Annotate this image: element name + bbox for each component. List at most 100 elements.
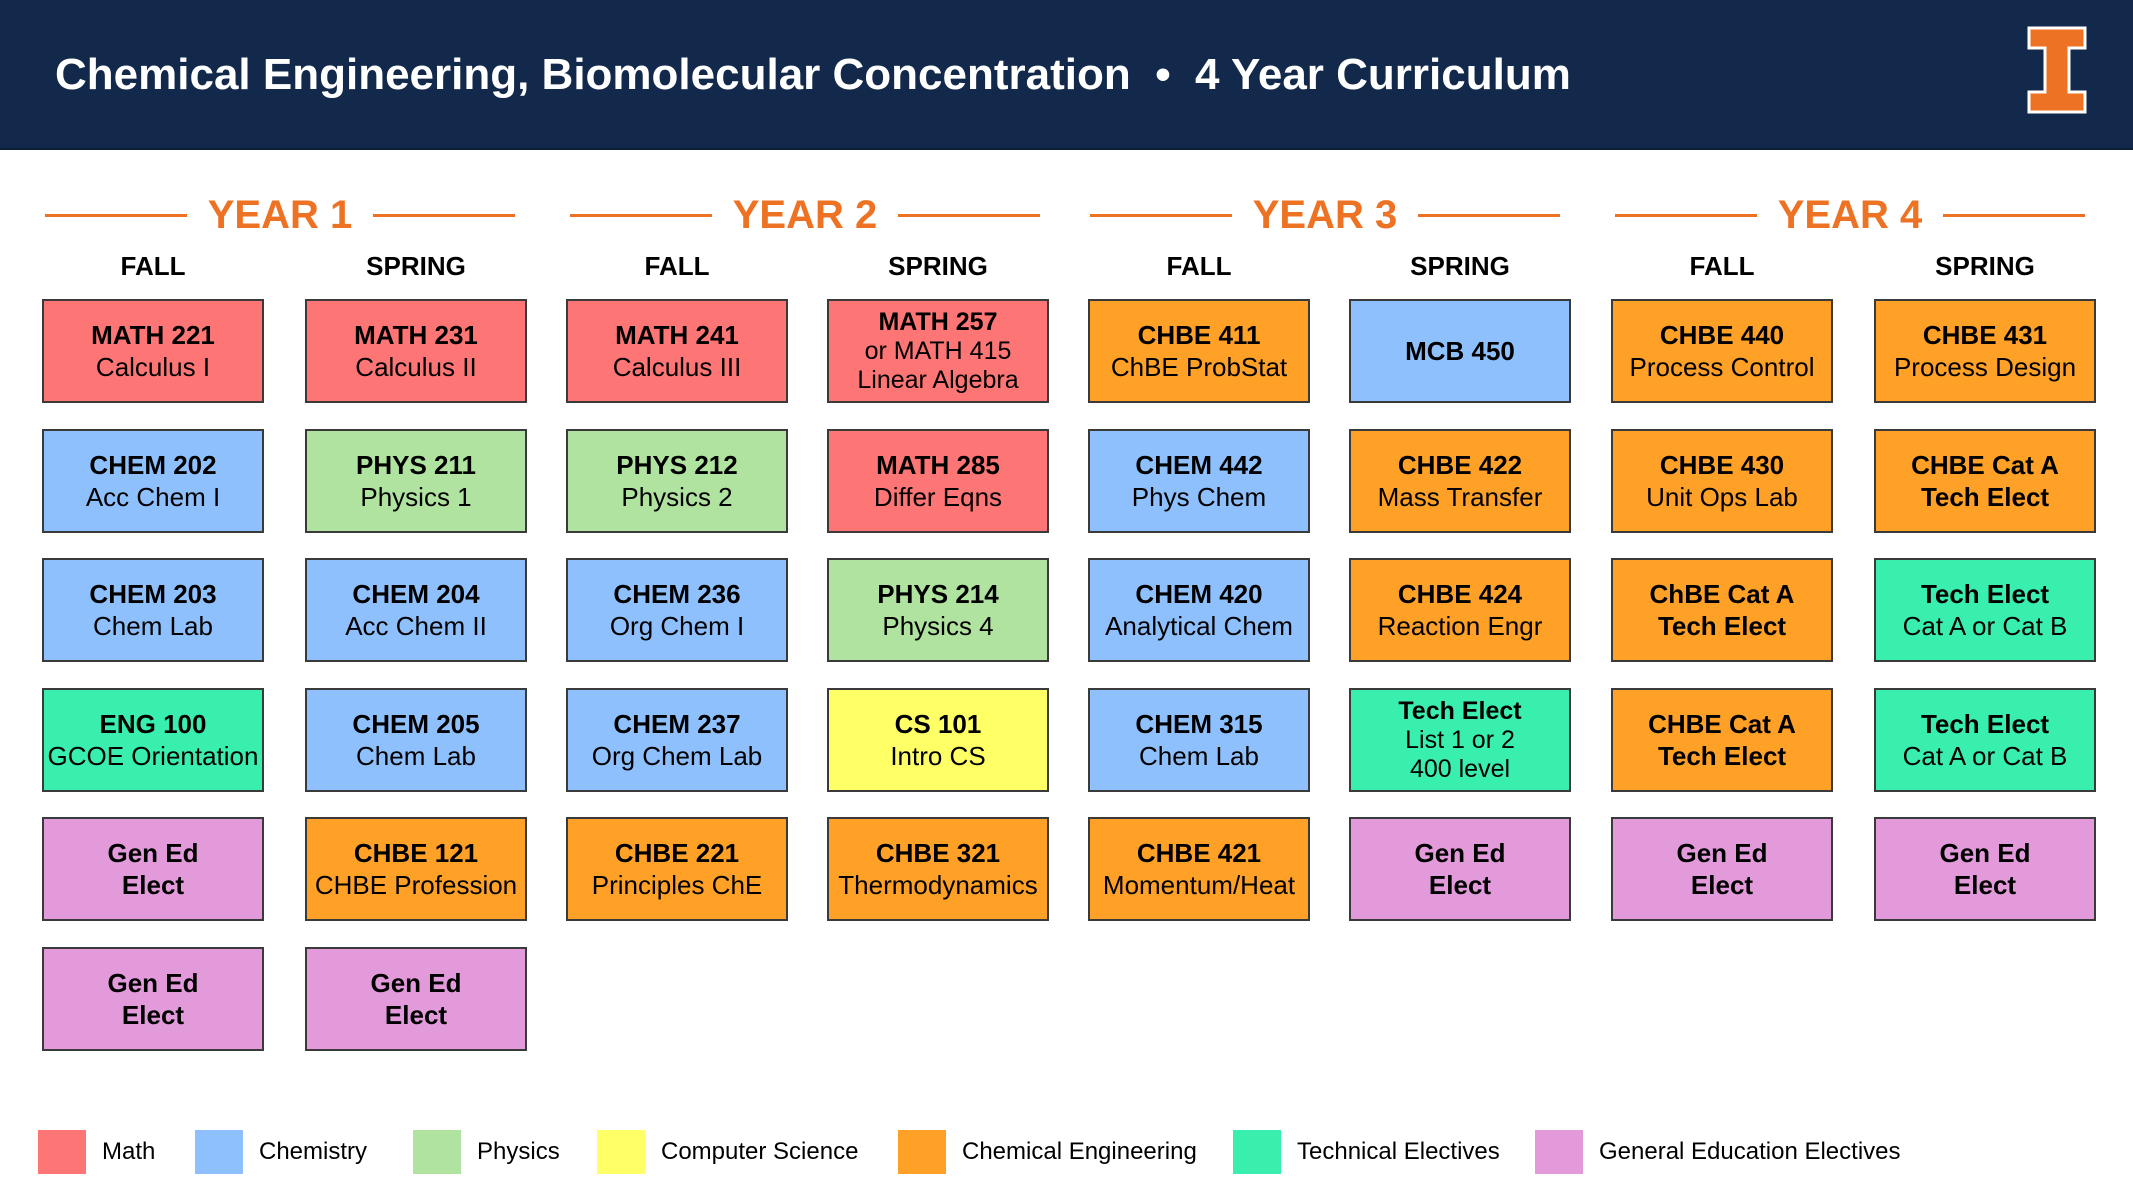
course-code: CS 101 — [894, 709, 982, 739]
course-title: Calculus I — [95, 352, 211, 382]
course-title: Org Chem I — [609, 611, 745, 641]
year-divider-line — [898, 214, 1040, 217]
course-title: Momentum/Heat — [1102, 870, 1296, 900]
course-box: MATH 285 Differ Eqns — [827, 429, 1049, 533]
course-box: MCB 450 — [1349, 299, 1571, 403]
course-box: Tech Elect Cat A or Cat B — [1874, 558, 2096, 662]
course-title: Elect — [121, 870, 185, 900]
course-code: CHBE Cat A — [1911, 450, 2059, 480]
course-title: GCOE Orientation — [47, 741, 259, 771]
course-title: Elect — [1953, 870, 2017, 900]
course-code: Gen Ed — [1676, 838, 1768, 868]
course-code: CHEM 442 — [1135, 450, 1263, 480]
course-box: Gen Ed Elect — [1349, 817, 1571, 921]
course-title: Acc Chem II — [345, 611, 487, 641]
course-code: CHBE 221 — [614, 838, 740, 868]
course-title: Phys Chem — [1131, 482, 1267, 512]
course-code: CHEM 202 — [89, 450, 217, 480]
course-code: CHEM 420 — [1135, 579, 1263, 609]
course-code: Tech Elect — [1398, 696, 1522, 725]
course-title: Tech Elect — [1657, 741, 1787, 771]
course-title: Linear Algebra — [857, 365, 1019, 394]
course-box: Gen Ed Elect — [42, 817, 264, 921]
course-box: CHBE 321 Thermodynamics — [827, 817, 1049, 921]
page-title: Chemical Engineering, Biomolecular Conce… — [55, 50, 1571, 99]
legend-label: Physics — [477, 1138, 560, 1165]
course-code: CHBE 422 — [1397, 450, 1523, 480]
course-code: Tech Elect — [1920, 579, 2050, 609]
legend-swatch — [898, 1130, 946, 1174]
course-code: Gen Ed — [1414, 838, 1506, 868]
course-box: CHEM 203 Chem Lab — [42, 558, 264, 662]
year-divider-line — [45, 214, 187, 217]
legend-label: Chemical Engineering — [962, 1138, 1197, 1165]
year-heading: YEAR 2 — [570, 190, 1040, 240]
course-title: or MATH 415 — [864, 336, 1012, 365]
course-code: MATH 285 — [876, 450, 1000, 480]
course-code: Gen Ed — [107, 838, 199, 868]
course-code: CHEM 237 — [613, 709, 741, 739]
semester-label: FALL — [120, 251, 186, 281]
course-code: Gen Ed — [370, 968, 462, 998]
legend-label: General Education Electives — [1599, 1138, 1901, 1165]
illinois-logo-icon — [2027, 26, 2087, 114]
course-code: CHEM 204 — [352, 579, 480, 609]
course-box: Gen Ed Elect — [42, 947, 264, 1051]
course-title: Physics 2 — [621, 482, 733, 512]
course-code: Gen Ed — [1939, 838, 2031, 868]
course-code: MATH 241 — [615, 320, 739, 350]
course-title: Chem Lab — [1139, 741, 1259, 771]
course-title: Process Control — [1629, 352, 1815, 382]
year-label: YEAR 1 — [207, 193, 353, 237]
course-box: CHEM 315 Chem Lab — [1088, 688, 1310, 792]
course-code: CHBE Cat A — [1648, 709, 1796, 739]
course-box: MATH 257 or MATH 415 Linear Algebra — [827, 299, 1049, 403]
legend-label: Technical Electives — [1297, 1138, 1500, 1165]
legend-swatch — [413, 1130, 461, 1174]
course-title: Unit Ops Lab — [1646, 482, 1798, 512]
course-code: Gen Ed — [107, 968, 199, 998]
legend-swatch — [1535, 1130, 1583, 1174]
course-code: PHYS 212 — [616, 450, 738, 480]
course-code: CHEM 205 — [352, 709, 480, 739]
course-box: CHBE 221 Principles ChE — [566, 817, 788, 921]
course-title: Cat A or Cat B — [1902, 741, 2068, 771]
year-heading: YEAR 3 — [1090, 190, 1560, 240]
course-box: CHEM 236 Org Chem I — [566, 558, 788, 662]
course-code: PHYS 214 — [877, 579, 999, 609]
year-heading: YEAR 1 — [45, 190, 515, 240]
course-title: 400 level — [1409, 754, 1511, 783]
course-code: CHBE 411 — [1137, 320, 1261, 350]
course-box: Tech Elect List 1 or 2 400 level — [1349, 688, 1571, 792]
course-box: MATH 231 Calculus II — [305, 299, 527, 403]
course-title: Tech Elect — [1920, 482, 2050, 512]
semester-label: SPRING — [366, 251, 466, 281]
course-code: CHBE 421 — [1136, 838, 1262, 868]
course-title: Org Chem Lab — [591, 741, 763, 771]
semester-label: SPRING — [888, 251, 988, 281]
course-title: Physics 4 — [882, 611, 994, 641]
legend-swatch — [195, 1130, 243, 1174]
course-box: CHBE 421 Momentum/Heat — [1088, 817, 1310, 921]
course-title: Cat A or Cat B — [1902, 611, 2068, 641]
year-divider-line — [373, 214, 515, 217]
semester-label: SPRING — [1410, 251, 1510, 281]
course-code: CHEM 315 — [1135, 709, 1263, 739]
course-title: Thermodynamics — [838, 870, 1038, 900]
year-divider-line — [1090, 214, 1232, 217]
year-divider-line — [570, 214, 712, 217]
course-title: Differ Eqns — [873, 482, 1003, 512]
course-title: ChBE ProbStat — [1110, 352, 1288, 382]
course-title: Calculus III — [612, 352, 742, 382]
course-code: CHEM 236 — [613, 579, 741, 609]
course-title: Elect — [1690, 870, 1754, 900]
course-box: MATH 241 Calculus III — [566, 299, 788, 403]
course-box: CHBE 440 Process Control — [1611, 299, 1833, 403]
year-label: YEAR 4 — [1777, 193, 1923, 237]
year-divider-line — [1418, 214, 1560, 217]
course-box: PHYS 212 Physics 2 — [566, 429, 788, 533]
course-box: Gen Ed Elect — [305, 947, 527, 1051]
course-code: MCB 450 — [1405, 336, 1515, 366]
course-box: ENG 100 GCOE Orientation — [42, 688, 264, 792]
course-code: MATH 257 — [878, 307, 998, 336]
